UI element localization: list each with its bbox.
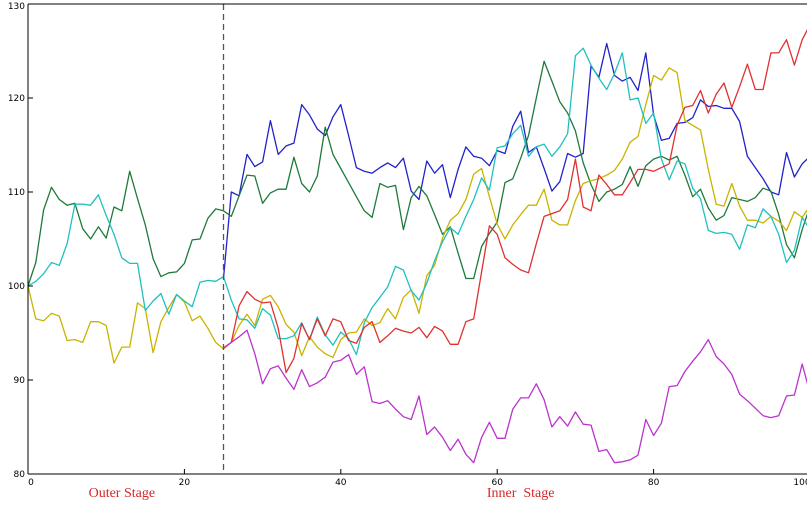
y-tick-label-90: 90 xyxy=(14,376,26,386)
series-line-5 xyxy=(223,29,807,374)
x-tick-label-40: 40 xyxy=(335,478,347,488)
x-tick-label-100: 100 xyxy=(793,478,807,488)
y-tick-label-120: 120 xyxy=(8,94,25,104)
x-tick-label-20: 20 xyxy=(179,478,191,488)
outer-stage-label: Outer Stage xyxy=(89,486,155,501)
inner-stage-label: Inner Stage xyxy=(487,486,555,501)
series-line-4 xyxy=(28,47,807,356)
y-tick-label-100: 100 xyxy=(8,282,25,292)
y-tick-label-110: 110 xyxy=(8,188,25,198)
series-line-3 xyxy=(28,67,807,364)
ticks: 0 20 40 60 80 100 80 90 100 110 120 130 xyxy=(8,2,807,488)
x-tick-label-60: 60 xyxy=(491,478,503,488)
x-tick-label-80: 80 xyxy=(648,478,660,488)
y-tick-label-80: 80 xyxy=(14,470,26,480)
series-layer xyxy=(28,29,807,464)
x-tick-label-0: 0 xyxy=(28,478,34,488)
series-line-1 xyxy=(222,42,807,279)
y-tick-label-130: 130 xyxy=(8,2,25,12)
axes xyxy=(27,3,807,475)
series-line-6 xyxy=(223,329,807,464)
